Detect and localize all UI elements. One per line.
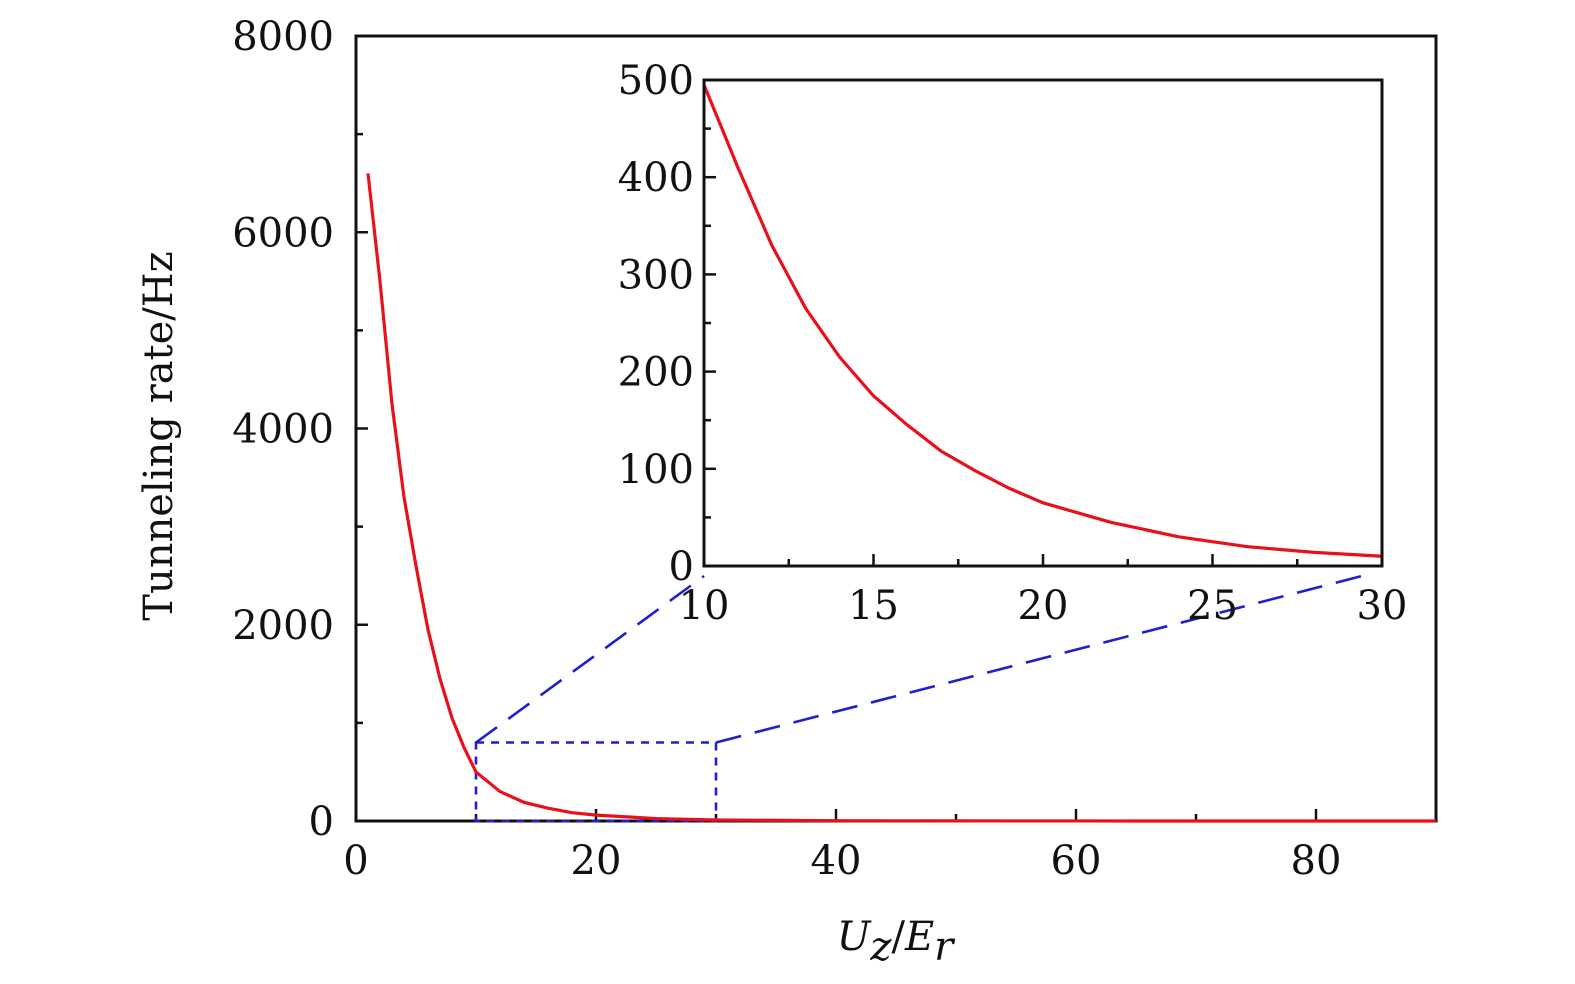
main-x-tick-label: 40 — [811, 838, 862, 884]
inset-series-line — [702, 84, 1383, 558]
zoom-region-box — [474, 741, 718, 823]
zoom-guides — [474, 574, 1363, 823]
inset-plot-frame — [702, 78, 1384, 568]
inset-y-tick-label: 200 — [618, 350, 694, 396]
x-axis-title-u: U — [837, 914, 872, 960]
inset-y-tick-label: 500 — [618, 58, 694, 104]
inset-x-tick-label: 15 — [848, 583, 899, 629]
x-axis-title-sub-r: r — [934, 924, 956, 970]
main-y-tick-label: 6000 — [232, 210, 334, 256]
main-x-tick-label: 20 — [571, 838, 622, 884]
inset-x-tick-label: 20 — [1018, 583, 1069, 629]
main-y-tick-label: 4000 — [232, 407, 334, 453]
main-series-line — [366, 173, 1437, 823]
inset-x-tick-label: 30 — [1357, 583, 1408, 629]
inset-y-tick-label: 0 — [669, 544, 694, 590]
zoom-guide-left — [475, 574, 705, 744]
main-x-tick-label: 0 — [343, 838, 368, 884]
main-y-tick-label: 2000 — [232, 603, 334, 649]
x-axis-title-sub-z: z — [869, 924, 892, 970]
main-y-tick-label: 0 — [309, 799, 334, 845]
inset-y-tick-label: 400 — [618, 155, 694, 201]
x-axis-title-slash: / — [891, 914, 905, 960]
inset-background — [704, 80, 1382, 566]
inset-y-tick-label: 100 — [618, 447, 694, 493]
inset-x-tick-label: 25 — [1187, 583, 1238, 629]
x-axis-title-e: E — [904, 914, 934, 960]
main-y-tick-label: 8000 — [232, 14, 334, 60]
main-x-tick-label: 80 — [1291, 838, 1342, 884]
main-x-tick-label: 60 — [1051, 838, 1102, 884]
inset-y-tick-label: 300 — [618, 252, 694, 298]
y-axis-title: Tunneling rate/Hz — [136, 251, 182, 620]
main-ticks — [354, 34, 1438, 823]
zoom-guide-right — [715, 574, 1363, 744]
inset-x-tick-label: 10 — [679, 583, 730, 629]
x-axis-title: Uz/Er — [837, 914, 956, 970]
